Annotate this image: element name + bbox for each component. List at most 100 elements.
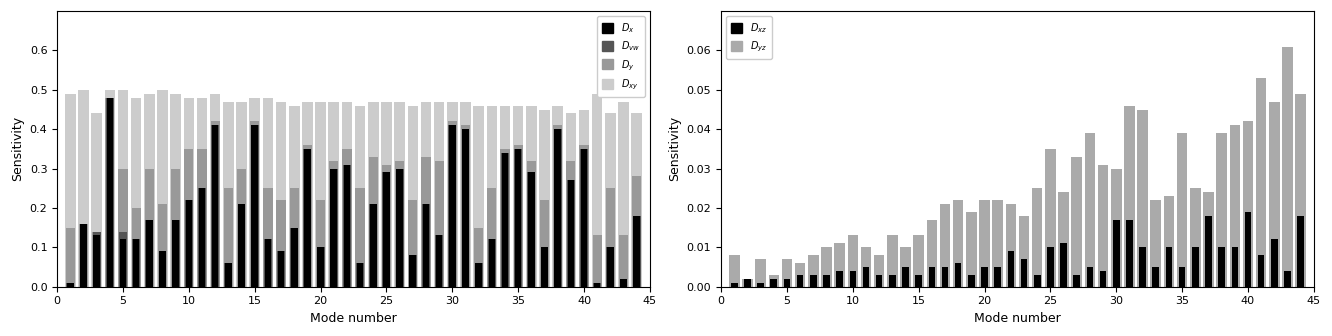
Bar — [436, 236, 442, 287]
Bar — [527, 172, 534, 287]
Bar — [553, 125, 562, 287]
Bar — [409, 255, 416, 287]
Bar — [942, 267, 948, 287]
Bar — [1074, 275, 1080, 287]
Bar — [119, 169, 128, 287]
Bar — [369, 204, 377, 287]
Bar — [290, 227, 297, 287]
Bar — [488, 188, 497, 287]
Bar — [782, 259, 793, 287]
Bar — [1006, 204, 1016, 287]
Bar — [567, 180, 574, 287]
Bar — [515, 149, 521, 287]
Bar — [1138, 110, 1148, 287]
Bar — [1032, 188, 1043, 287]
Bar — [382, 165, 392, 287]
Bar — [356, 188, 365, 287]
Bar — [330, 169, 337, 287]
Bar — [554, 129, 561, 287]
Bar — [198, 188, 205, 287]
Bar — [277, 251, 285, 287]
Bar — [554, 129, 562, 287]
Bar — [1007, 251, 1014, 287]
Bar — [1256, 78, 1267, 287]
Bar — [1071, 157, 1082, 287]
Bar — [144, 94, 155, 287]
Bar — [539, 110, 550, 287]
Bar — [396, 161, 404, 287]
Bar — [67, 283, 75, 287]
Bar — [159, 204, 166, 287]
Bar — [834, 243, 844, 287]
Bar — [1189, 188, 1200, 287]
Bar — [527, 172, 535, 287]
Bar — [252, 125, 258, 287]
Bar — [289, 188, 298, 287]
Bar — [157, 90, 168, 287]
Bar — [745, 279, 751, 287]
Bar — [448, 121, 457, 287]
Bar — [1100, 271, 1107, 287]
Bar — [618, 101, 629, 287]
Bar — [847, 236, 858, 287]
Bar — [237, 204, 245, 287]
Bar — [876, 275, 882, 287]
Bar — [476, 263, 482, 287]
Bar — [992, 200, 1003, 287]
Bar — [133, 239, 140, 287]
Bar — [422, 204, 430, 287]
Bar — [979, 200, 990, 287]
Bar — [501, 149, 510, 287]
Bar — [224, 188, 233, 287]
Bar — [606, 188, 615, 287]
Bar — [486, 106, 497, 287]
Bar — [634, 216, 639, 287]
Bar — [770, 279, 777, 287]
Bar — [578, 110, 589, 287]
Bar — [448, 101, 458, 287]
Bar — [212, 125, 218, 287]
Bar — [80, 224, 87, 287]
Bar — [65, 227, 75, 287]
Bar — [238, 204, 245, 287]
Bar — [968, 275, 975, 287]
Bar — [900, 247, 911, 287]
Bar — [952, 200, 963, 287]
Bar — [145, 169, 155, 287]
Bar — [1257, 255, 1264, 287]
Bar — [172, 220, 178, 287]
Bar — [1126, 220, 1132, 287]
Bar — [93, 232, 101, 287]
Bar — [514, 145, 522, 287]
Bar — [1060, 243, 1067, 287]
Bar — [489, 239, 496, 287]
Bar — [1151, 200, 1162, 287]
Bar — [1243, 121, 1253, 287]
Bar — [1179, 267, 1185, 287]
Bar — [1114, 220, 1119, 287]
Bar — [1034, 275, 1040, 287]
Bar — [607, 247, 614, 287]
Bar — [250, 125, 258, 287]
Bar — [1244, 212, 1251, 287]
Bar — [67, 283, 73, 287]
Bar — [384, 172, 390, 287]
Bar — [302, 101, 313, 287]
Bar — [132, 239, 140, 287]
Bar — [264, 188, 273, 287]
Bar — [409, 255, 417, 287]
Bar — [539, 200, 549, 287]
Bar — [553, 106, 563, 287]
Bar — [1192, 247, 1199, 287]
Bar — [1216, 133, 1227, 287]
Bar — [1166, 247, 1172, 287]
Bar — [593, 283, 601, 287]
Bar — [408, 106, 418, 287]
Bar — [289, 106, 300, 287]
Bar — [198, 188, 206, 287]
Bar — [342, 149, 352, 287]
Bar — [1087, 267, 1094, 287]
Bar — [370, 204, 377, 287]
Bar — [1019, 216, 1030, 287]
Bar — [170, 169, 180, 287]
